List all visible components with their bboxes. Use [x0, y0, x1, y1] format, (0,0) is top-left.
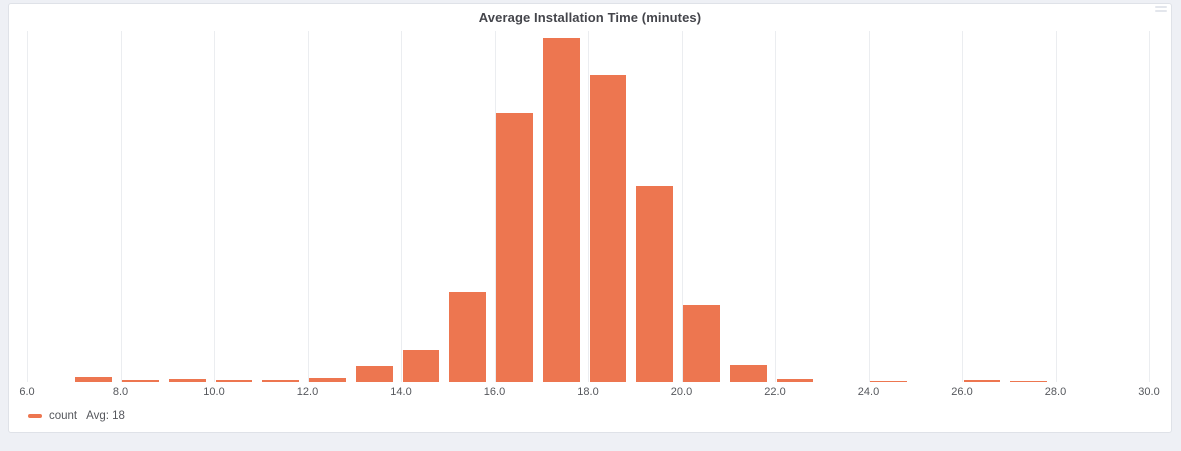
histogram-bar[interactable] — [449, 292, 487, 382]
histogram-bar[interactable] — [589, 75, 627, 382]
gridline — [494, 31, 496, 382]
gridline — [868, 31, 870, 382]
x-tick-label: 8.0 — [112, 386, 129, 398]
x-tick-label: 12.0 — [296, 386, 319, 398]
x-tick-label: 30.0 — [1138, 386, 1160, 398]
gridline — [775, 31, 776, 382]
histogram-bar[interactable] — [636, 186, 674, 382]
x-tick-label: 20.0 — [670, 386, 693, 398]
histogram-bar[interactable] — [542, 38, 580, 382]
panel-drag-handle-icon[interactable] — [1155, 6, 1167, 12]
panel-title[interactable]: Average Installation Time (minutes) — [478, 9, 702, 25]
histogram-bar[interactable] — [122, 380, 159, 382]
gridline — [214, 31, 215, 382]
panel-average-installation-time: Average Installation Time (minutes) 6.0 8… — [8, 3, 1172, 433]
x-tick-label: 22.0 — [764, 386, 786, 398]
histogram-bar[interactable] — [1010, 380, 1048, 382]
gridline — [307, 31, 309, 382]
gridline — [1055, 31, 1057, 382]
histogram-bar[interactable] — [963, 380, 1001, 382]
histogram-bar[interactable] — [355, 366, 393, 382]
legend-series-label: count — [49, 410, 78, 422]
panel-header[interactable]: Average Installation Time (minutes) — [9, 4, 1171, 30]
gridline — [681, 31, 683, 382]
x-tick-label: 24.0 — [857, 386, 880, 398]
histogram-bar[interactable] — [75, 377, 113, 382]
gridline — [962, 31, 963, 382]
histogram-bar[interactable] — [402, 350, 440, 382]
gridline — [588, 31, 589, 382]
x-tick-label: 14.0 — [390, 386, 412, 398]
gridline — [120, 31, 122, 382]
histogram-bar[interactable] — [683, 305, 720, 382]
histogram-bar[interactable] — [729, 365, 767, 382]
histogram-bar[interactable] — [215, 380, 253, 382]
histogram-bar[interactable] — [776, 379, 814, 382]
x-tick-label: 6.0 — [19, 386, 35, 398]
legend-item-count[interactable]: count — [28, 410, 77, 422]
gridline — [27, 31, 28, 382]
gridline — [401, 31, 402, 382]
x-tick-label: 28.0 — [1044, 386, 1067, 398]
x-tick-label: 26.0 — [951, 386, 973, 398]
legend: count Avg: 18 — [28, 407, 125, 425]
x-tick-label: 18.0 — [577, 386, 599, 398]
histogram-bar[interactable] — [168, 379, 206, 382]
legend-color-dash-icon — [28, 414, 42, 418]
histogram-bar[interactable] — [262, 380, 300, 382]
legend-avg-value: Avg: 18 — [86, 410, 125, 422]
histogram-bar[interactable] — [309, 378, 346, 382]
x-axis: 6.0 8.0 10.0 12.0 14.0 16.0 18.0 20.0 22.0 24.0 26… — [19, 386, 1159, 400]
x-tick-label: 16.0 — [483, 386, 506, 398]
gridline — [1149, 31, 1150, 382]
histogram-bar[interactable] — [870, 380, 907, 382]
histogram-bar[interactable] — [496, 113, 533, 382]
plot-area — [27, 31, 1150, 382]
x-tick-label: 10.0 — [203, 386, 225, 398]
